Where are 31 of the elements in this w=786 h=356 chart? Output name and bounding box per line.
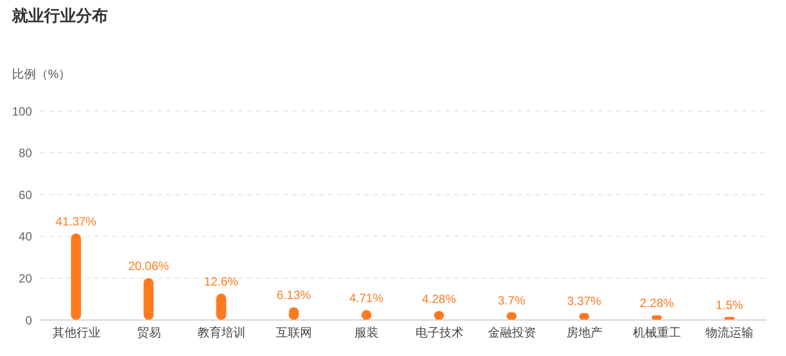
data-label: 2.28%	[640, 296, 674, 310]
x-tick-label: 服装	[354, 326, 379, 340]
data-label: 4.71%	[349, 291, 384, 306]
y-tick-label: 100	[12, 104, 32, 118]
y-tick-label: 40	[18, 230, 32, 244]
data-label: 3.7%	[498, 293, 526, 308]
x-tick-label: 互联网	[276, 326, 312, 340]
y-tick-label: 80	[18, 146, 32, 160]
data-label: 20.06%	[128, 259, 170, 274]
data-label: 3.37%	[567, 294, 602, 308]
y-tick-label: 20	[18, 271, 32, 286]
data-label: 12.6%	[204, 274, 239, 289]
x-tick-label: 贸易	[136, 326, 161, 340]
data-label: 41.37%	[56, 214, 97, 229]
bar	[144, 278, 154, 320]
x-tick-label: 其他行业	[52, 326, 100, 340]
x-tick-label: 机械重工	[633, 326, 682, 340]
bar	[216, 294, 226, 320]
data-label: 4.28%	[422, 292, 456, 306]
x-tick-label: 教育培训	[198, 326, 246, 340]
chart-title: 就业行业分布	[12, 6, 108, 27]
data-label: 6.13%	[276, 288, 312, 302]
data-label: 1.5%	[716, 298, 744, 312]
x-tick-label: 物流运输	[706, 326, 754, 340]
y-tick-label: 0	[25, 313, 32, 328]
x-tick-label: 金融投资	[488, 326, 536, 340]
x-tick-label: 电子技术	[415, 326, 464, 340]
y-tick-label: 60	[18, 188, 32, 202]
y-axis-title: 比例（%）	[12, 66, 71, 83]
x-tick-label: 房地产	[566, 326, 602, 340]
bar	[71, 234, 81, 320]
